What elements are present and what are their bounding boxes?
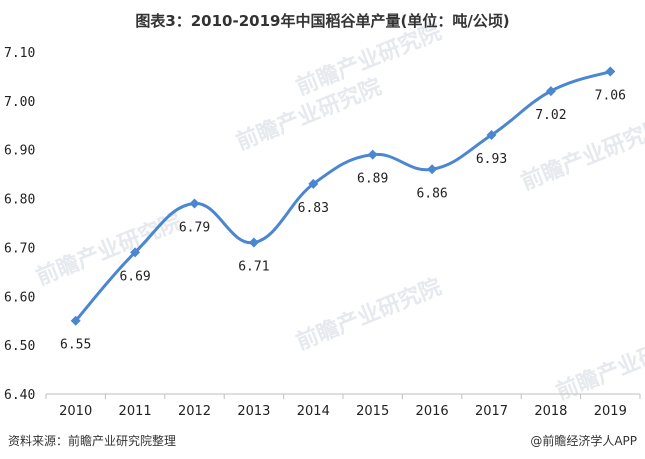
source-note: 资料来源：前瞻产业研究院整理	[8, 434, 177, 448]
y-tick-label: 6.70	[4, 241, 35, 256]
data-label: 6.71	[238, 260, 269, 275]
data-point-marker	[308, 178, 319, 189]
x-tick-label: 2015	[356, 404, 389, 419]
brand-note: @前瞻经济学人APP	[530, 434, 637, 448]
x-tick-label: 2017	[475, 404, 508, 419]
chart-axes	[45, 393, 641, 399]
y-tick-label: 6.50	[4, 339, 35, 354]
data-point-marker	[130, 247, 141, 258]
x-tick-label: 2011	[119, 404, 152, 419]
data-labels: 6.55 6.69 6.79 6.71 6.83 6.89 6.86 6.93 7.02 7.06	[60, 89, 626, 353]
data-point-marker	[70, 315, 81, 326]
data-point-marker	[189, 198, 200, 209]
data-label: 6.83	[298, 201, 329, 216]
x-tick-label: 2019	[594, 404, 627, 419]
x-axis-ticks: 2010 2011 2012 2013 2014 2015 2016 2017 2018 2019	[59, 404, 627, 419]
chart-title: 图表3：2010-2019年中国稻谷单产量(单位：吨/公顷)	[135, 12, 510, 30]
x-tick-label: 2013	[237, 404, 270, 419]
x-tick-label: 2012	[178, 404, 211, 419]
data-label: 6.89	[357, 172, 388, 187]
x-tick-label: 2018	[534, 404, 567, 419]
x-tick-label: 2010	[59, 404, 92, 419]
watermark-text: 前瞻产业研究院	[293, 274, 446, 356]
data-label: 6.79	[179, 220, 210, 235]
data-label: 7.06	[595, 89, 626, 104]
y-axis-ticks: 6.40 6.50 6.60 6.70 6.80 6.90 7.00 7.10	[4, 46, 35, 403]
watermark-text: 前瞻产业研究院	[553, 324, 645, 406]
y-tick-label: 6.90	[4, 144, 35, 159]
data-point-marker	[605, 66, 616, 77]
data-label: 6.86	[416, 186, 447, 201]
data-point-marker	[486, 130, 497, 141]
watermark-text: 前瞻产业研究院	[518, 114, 645, 196]
x-tick-label: 2014	[297, 404, 330, 419]
y-tick-label: 6.60	[4, 290, 35, 305]
y-tick-label: 7.00	[4, 95, 35, 110]
series-markers	[70, 66, 616, 326]
data-label: 6.55	[60, 338, 91, 353]
data-label: 6.69	[119, 269, 150, 284]
data-label: 6.93	[476, 152, 507, 167]
data-label: 7.02	[535, 108, 566, 123]
data-point-marker	[545, 86, 556, 97]
y-tick-label: 6.40	[4, 388, 35, 403]
data-point-marker	[248, 237, 259, 248]
data-point-marker	[427, 164, 438, 175]
y-tick-label: 7.10	[4, 46, 35, 61]
watermark-layer: 前瞻产业研究院前瞻产业研究院前瞻产业研究院前瞻产业研究院前瞻产业研究院前瞻产业研…	[33, 19, 645, 406]
y-tick-label: 6.80	[4, 193, 35, 208]
data-point-marker	[367, 149, 378, 160]
series-line	[74, 70, 611, 322]
x-tick-label: 2016	[416, 404, 449, 419]
